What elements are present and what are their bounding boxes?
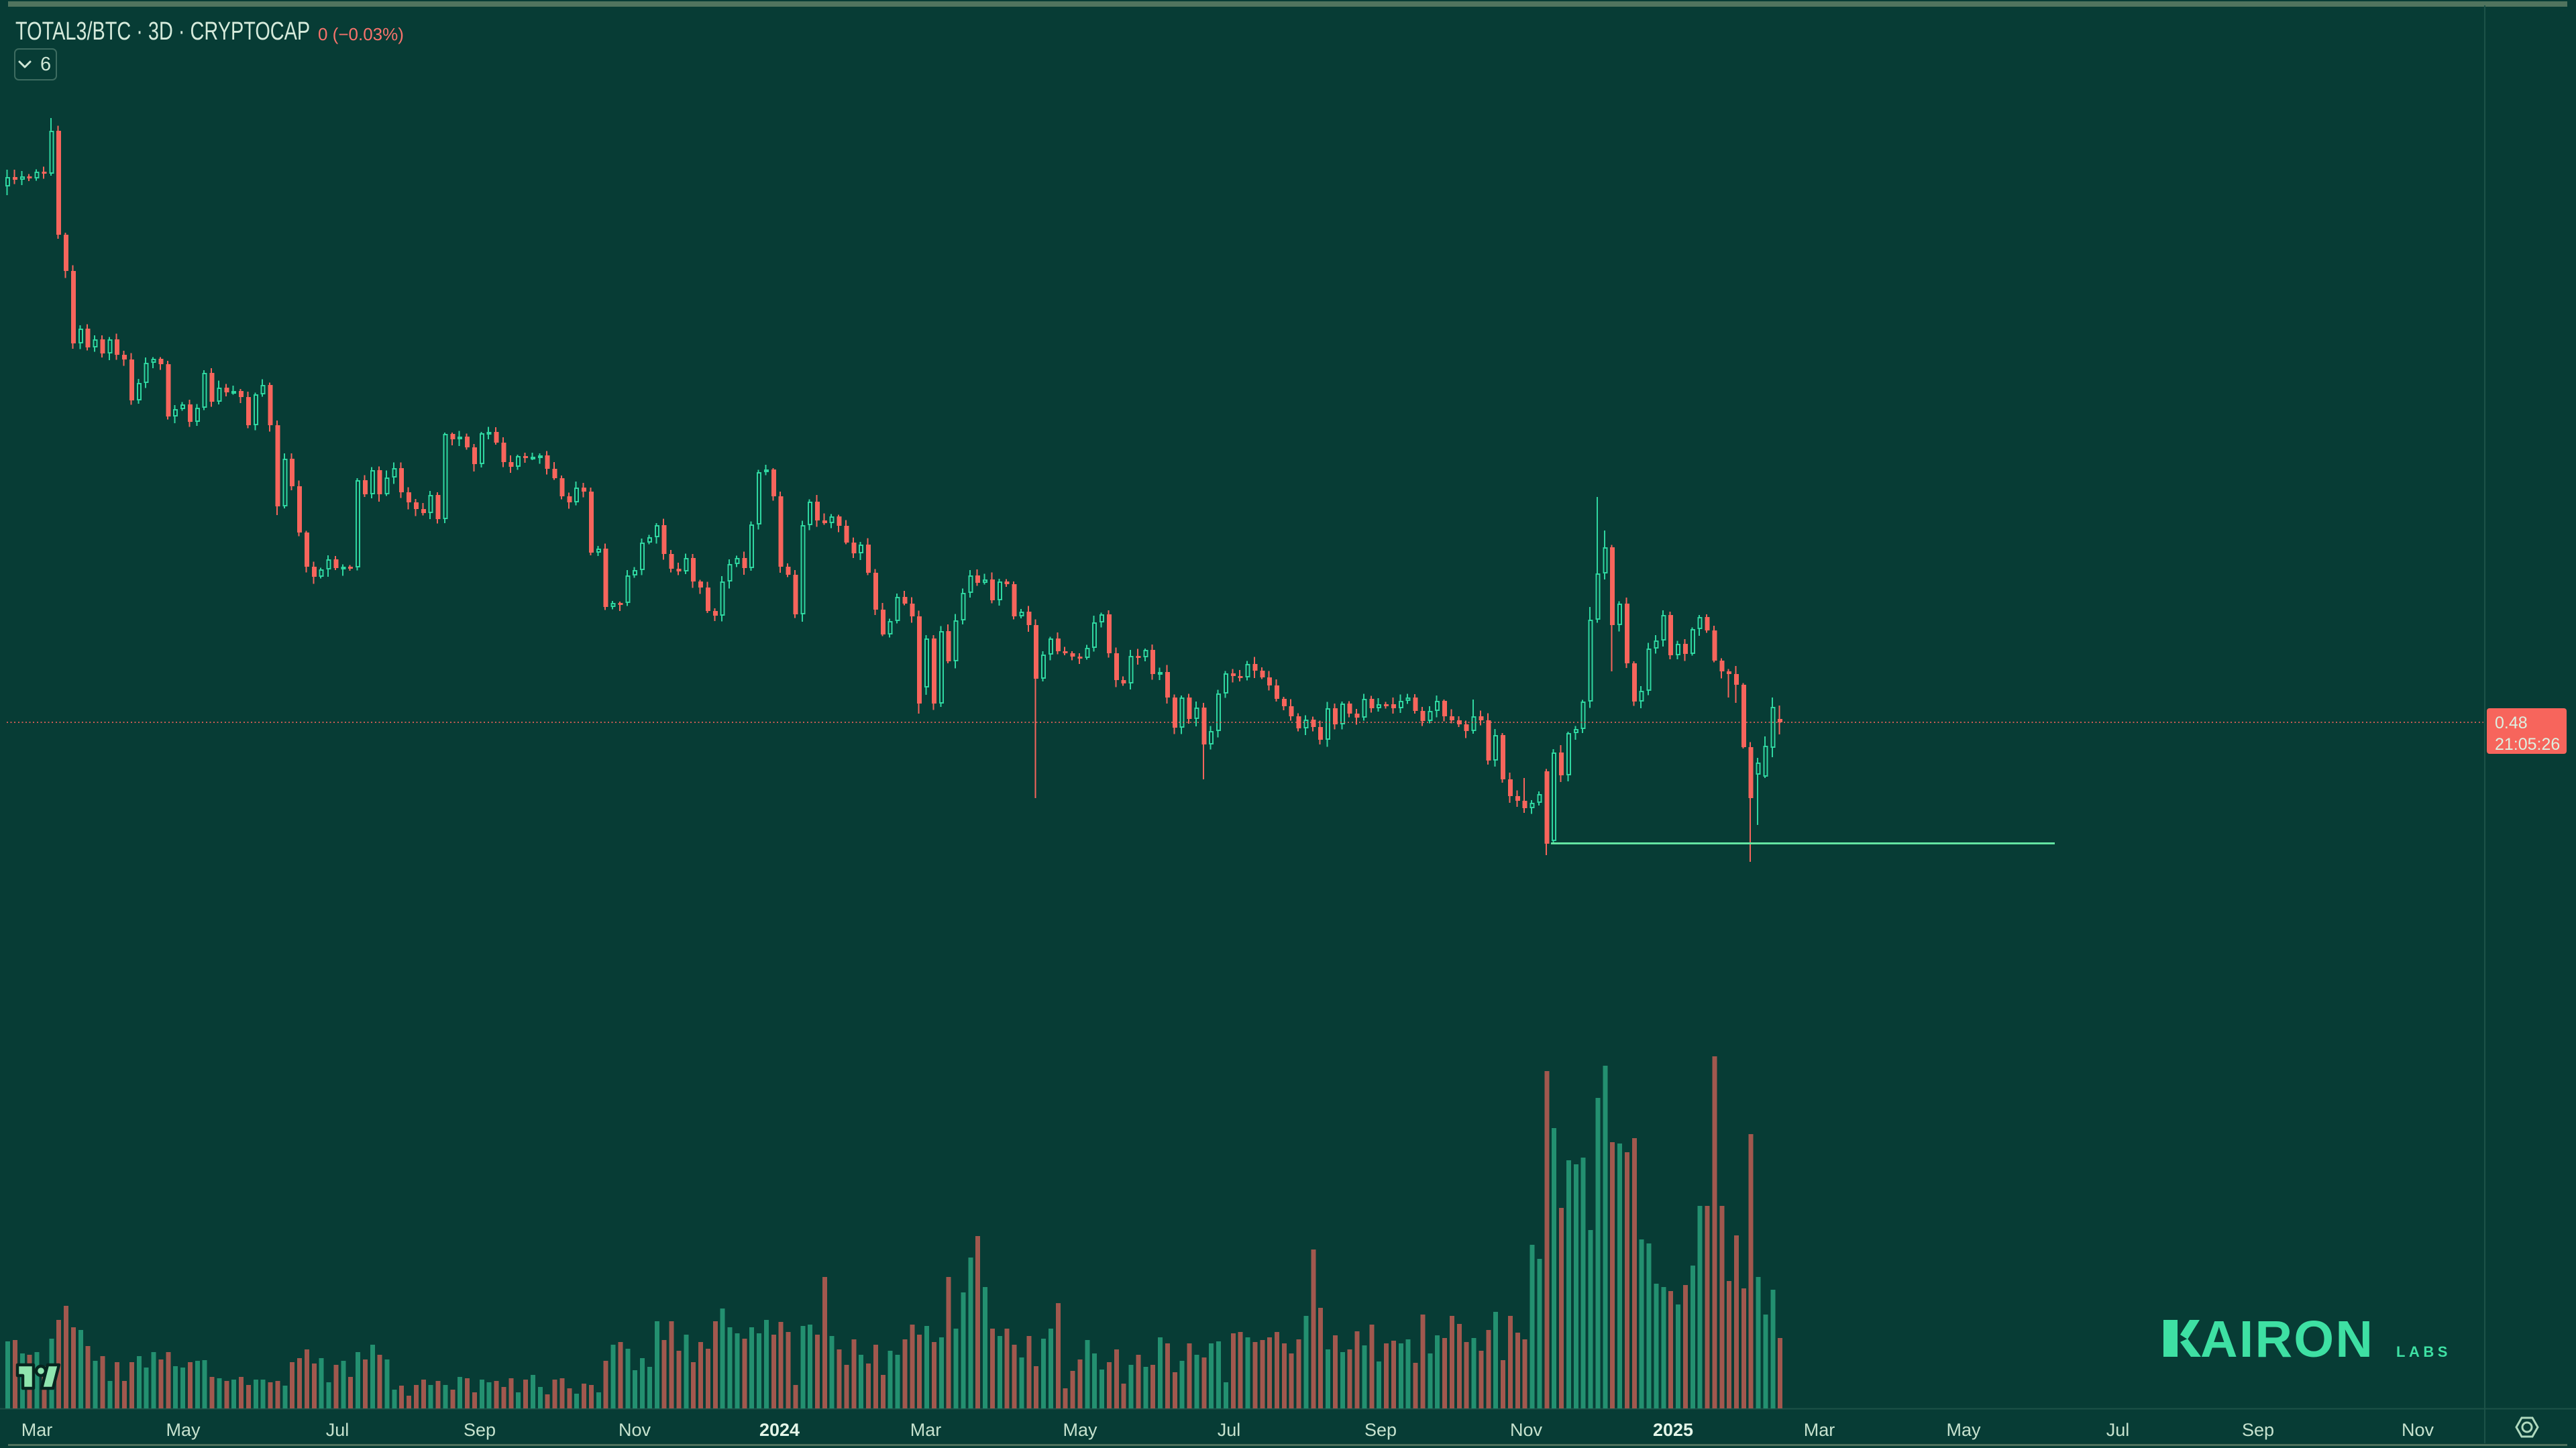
svg-text:LABS: LABS (2396, 1343, 2451, 1360)
svg-text:AIRON: AIRON (2200, 1311, 2373, 1368)
